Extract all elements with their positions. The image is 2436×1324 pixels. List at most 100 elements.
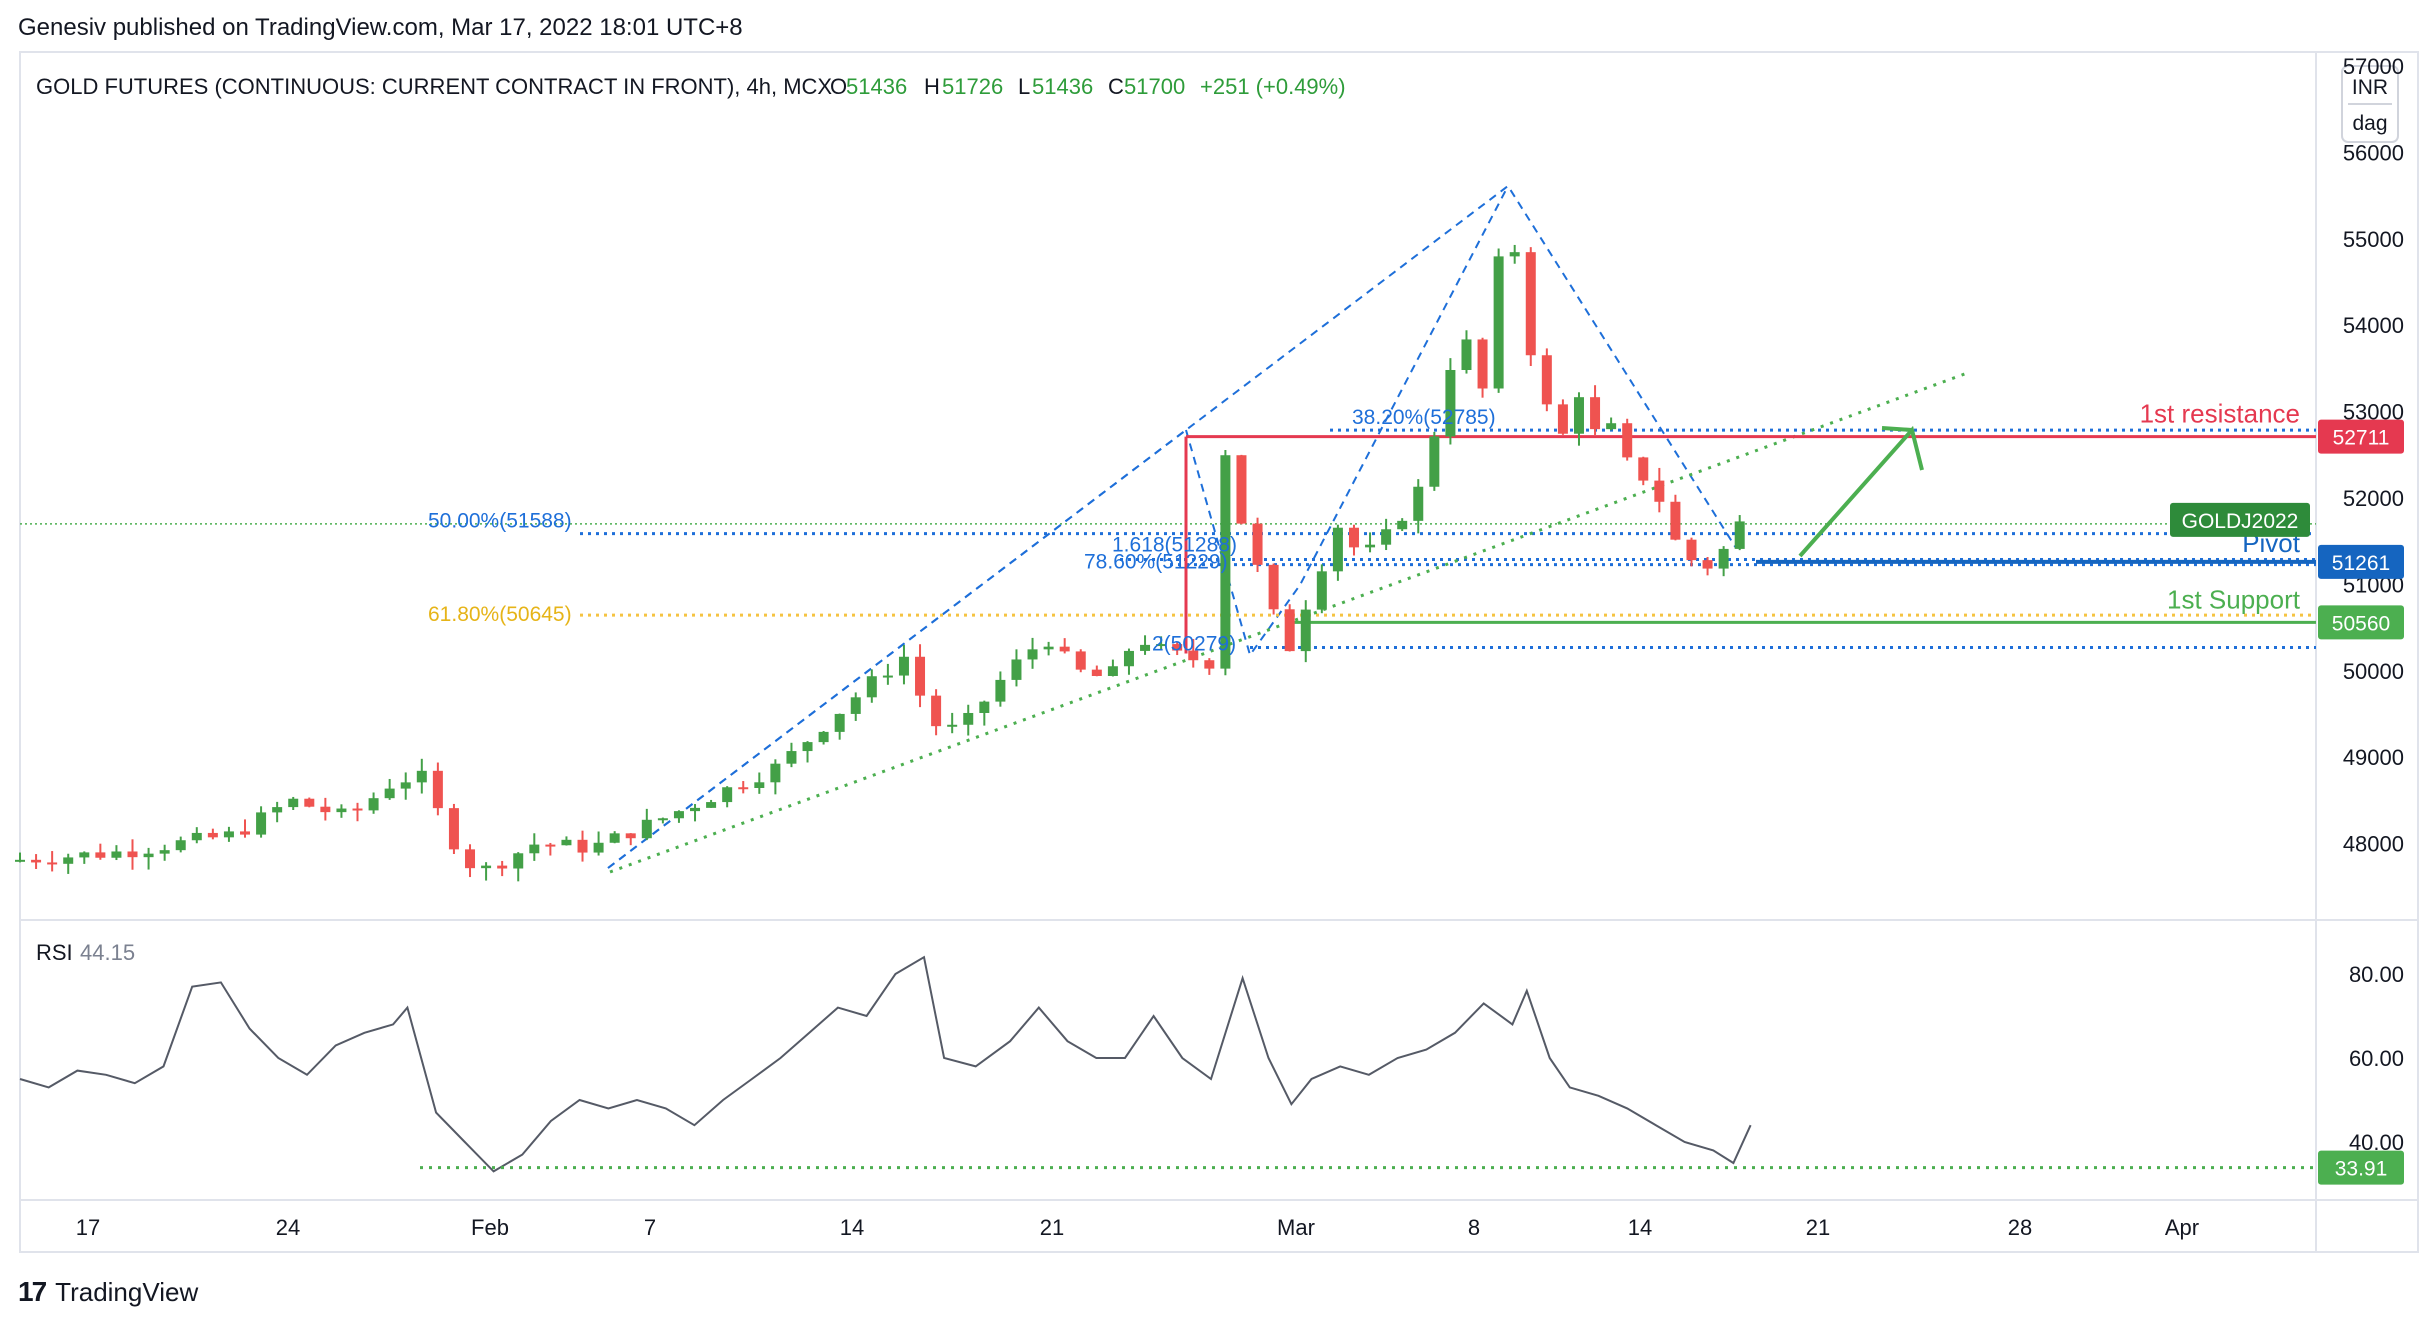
candle-body (529, 844, 540, 854)
candle-body (63, 857, 74, 864)
candle-body (1654, 480, 1665, 502)
candle-body (947, 724, 958, 727)
currency-unit-box[interactable]: INR dag (2341, 65, 2399, 143)
fib-label-618: 61.80%(50645) (428, 603, 572, 626)
candle-body (802, 742, 813, 752)
high-label: H (924, 74, 940, 99)
support-trendline (609, 370, 1971, 874)
time-tick-label: 14 (1628, 1215, 1652, 1240)
candle-body (1348, 527, 1359, 548)
time-tick-label: 14 (840, 1215, 864, 1240)
currency-label: INR (2352, 76, 2388, 99)
low-label: L (1018, 74, 1030, 99)
candle-body (770, 763, 781, 783)
support-price-tag-bg (2318, 605, 2404, 640)
tradingview-brand[interactable]: 17 TradingView (18, 1276, 198, 1308)
support-price-tag: 50560 (2332, 612, 2390, 635)
candle-body (352, 808, 363, 811)
open-label: O (830, 74, 847, 99)
candle-body (995, 679, 1006, 702)
change-value: +251 (+0.49%) (1200, 74, 1346, 99)
candle-body (963, 712, 974, 725)
rsi-legend-label: RSI (36, 940, 73, 965)
candle-body (111, 851, 122, 858)
candle-body (673, 811, 684, 819)
candle-body (1397, 520, 1408, 530)
candle-body (368, 798, 379, 811)
price-tick-label: 57000 (2343, 54, 2404, 79)
candle-body (1638, 457, 1649, 481)
candle-body (1091, 669, 1102, 676)
annotation-labels: 38.20%(52785) 50.00%(51588) 61.80%(50645) 7… (428, 399, 2404, 656)
candle-body (288, 798, 299, 808)
candle-body (272, 807, 283, 813)
candle-body (1429, 436, 1440, 487)
candle-body (1477, 339, 1488, 389)
projection-arrow-head (1881, 426, 1913, 432)
candle-body (127, 851, 138, 858)
candle-body (786, 751, 797, 764)
candle-body (979, 701, 990, 713)
time-tick-label: 8 (1468, 1215, 1480, 1240)
legend-ohlc: O 51436 H 51726 L 51436 C 51700 +251 (+0… (830, 74, 1346, 99)
candle-body (1188, 650, 1199, 661)
time-tick-label: Mar (1277, 1215, 1315, 1240)
candle-body (1204, 660, 1215, 669)
candle-body (738, 787, 749, 790)
axes: 5700056000550005400053000520005100050000… (76, 54, 2404, 1240)
candle-body (304, 798, 315, 807)
candle-body (1365, 544, 1376, 548)
candle-body (207, 832, 218, 838)
brand-name: TradingView (55, 1276, 199, 1307)
candle-body (1622, 423, 1633, 458)
candle-body (384, 788, 395, 799)
symbol-tag: GOLDJ2022 (2182, 510, 2299, 533)
candle-body (609, 833, 620, 843)
candle-body (593, 842, 604, 853)
candle-body (1075, 651, 1086, 670)
candle-body (818, 731, 829, 743)
candle-body (513, 853, 524, 869)
time-tick-label: 21 (1806, 1215, 1830, 1240)
candle-body (465, 849, 476, 869)
candle-body (175, 840, 186, 851)
candle-body (898, 656, 909, 676)
candle-body (882, 675, 893, 678)
candle-body (866, 676, 877, 698)
candles (15, 244, 1745, 882)
candle-body (754, 782, 765, 788)
candle-body (143, 853, 154, 858)
candle-body (1461, 339, 1472, 370)
candle-body (95, 852, 106, 858)
time-tick-label: 28 (2008, 1215, 2032, 1240)
rsi-line (19, 955, 1752, 1173)
candle-body (1252, 523, 1263, 565)
candle-body (191, 832, 202, 841)
candle-body (336, 808, 347, 813)
candle-body (15, 859, 25, 862)
chart-frame (19, 51, 2419, 1253)
rsi-tick-label: 60.00 (2349, 1046, 2404, 1071)
candle-body (1718, 548, 1729, 569)
candle-body (641, 819, 652, 839)
candle-body (47, 862, 58, 865)
candle-body (657, 818, 668, 821)
price-tick-label: 50000 (2343, 659, 2404, 684)
fib-label-1618: 1.618(51288) (1112, 534, 1237, 557)
price-tick-label: 49000 (2343, 745, 2404, 770)
time-tick-label: 17 (76, 1215, 100, 1240)
resistance-price-tag: 52711 (2333, 427, 2390, 450)
candle-body (1059, 646, 1070, 652)
candle-body (1284, 609, 1295, 652)
candle-body (256, 812, 267, 835)
candle-body (1670, 501, 1681, 540)
close-value: 51700 (1124, 74, 1185, 99)
candle-body (1525, 252, 1536, 356)
low-value: 51436 (1032, 74, 1093, 99)
candle-body (1156, 644, 1167, 647)
candle-body (1590, 397, 1601, 430)
candle-body (240, 831, 251, 835)
resistance-label: 1st resistance (2140, 399, 2300, 429)
